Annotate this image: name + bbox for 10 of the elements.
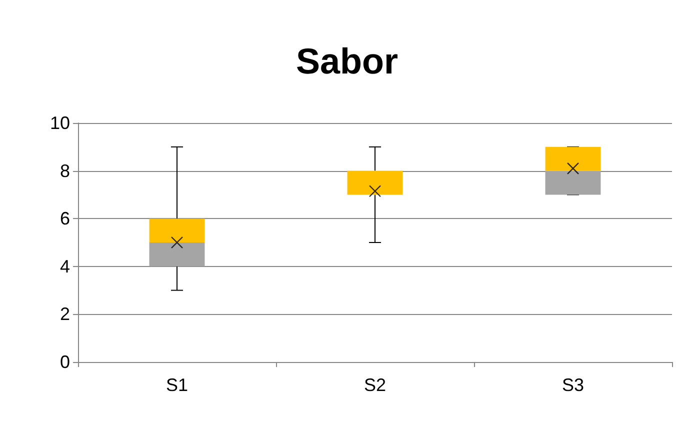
chart-title: Sabor — [296, 40, 398, 82]
y-tick-label: 2 — [60, 304, 70, 324]
y-tick-label: 6 — [60, 208, 70, 229]
y-tick-label: 0 — [60, 352, 70, 372]
y-tick-label: 4 — [60, 256, 70, 276]
x-tick-label: S1 — [166, 375, 188, 395]
x-tick-label: S3 — [562, 375, 584, 395]
y-tick-label: 10 — [50, 113, 70, 133]
y-tick-label: 8 — [60, 160, 70, 181]
x-tick-label: S2 — [364, 375, 386, 395]
